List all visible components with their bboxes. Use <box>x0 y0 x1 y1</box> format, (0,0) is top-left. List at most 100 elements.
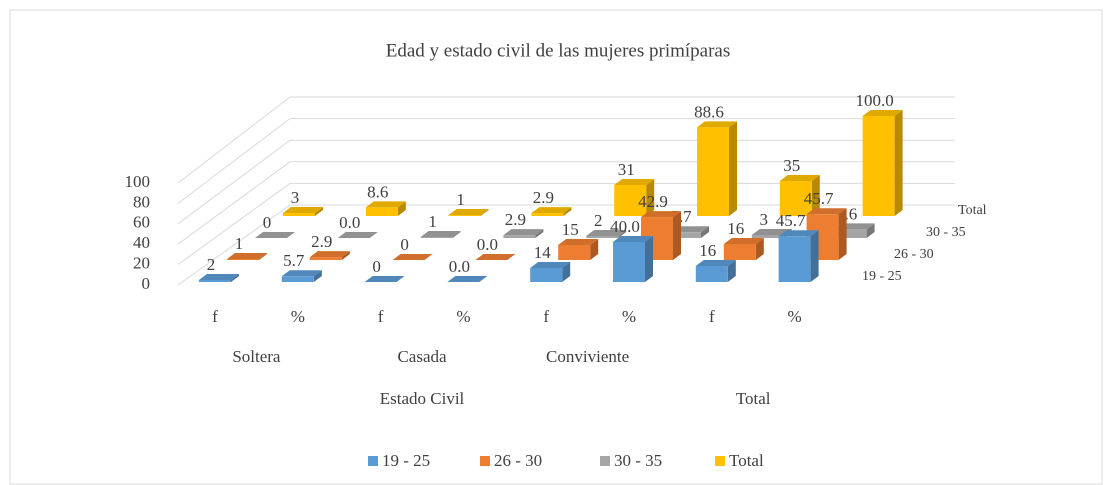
legend-label: 19 - 25 <box>382 451 430 470</box>
bar-side <box>645 236 653 282</box>
bar-top <box>364 276 405 282</box>
data-label: 40.0 <box>610 217 640 236</box>
category-group-label: Total <box>736 389 771 408</box>
grid-line <box>177 96 955 184</box>
x-tick-label: % <box>456 307 470 326</box>
bar-side <box>811 175 820 216</box>
depth-axis-label: Total <box>958 203 987 218</box>
bar-side <box>729 121 737 216</box>
bar-side <box>727 260 736 282</box>
category-group-label: Estado Civil <box>380 389 465 408</box>
bar-top <box>199 274 239 280</box>
bar-front <box>365 207 398 216</box>
bar-front <box>309 257 342 260</box>
x-tick-label: % <box>622 307 636 326</box>
data-label: 3 <box>291 188 300 207</box>
bar-side <box>452 231 461 238</box>
bar-side <box>894 110 903 216</box>
data-label: 0 <box>400 235 409 254</box>
bar-front <box>281 276 314 282</box>
data-label: 15 <box>562 220 579 239</box>
bar <box>199 274 239 282</box>
bar <box>392 254 433 260</box>
bar <box>530 262 571 282</box>
data-label: 1 <box>456 190 465 209</box>
bar-front <box>531 213 564 216</box>
data-label: 0.0 <box>449 257 470 276</box>
bar-top <box>697 121 737 128</box>
bar-front <box>283 213 315 216</box>
data-label: 0.0 <box>339 213 360 232</box>
bar <box>779 175 820 216</box>
bar <box>862 110 903 216</box>
bar <box>558 239 599 260</box>
bar-front <box>227 259 259 260</box>
bar <box>778 230 819 282</box>
data-label: 2 <box>594 211 603 230</box>
bar-top <box>751 229 792 235</box>
bar-side <box>755 238 764 260</box>
y-tick-label: 100 <box>125 172 151 191</box>
bar-top <box>475 254 516 260</box>
bar-top <box>503 229 544 236</box>
bar <box>723 238 764 260</box>
data-label: 2 <box>207 255 216 274</box>
bar-front <box>586 236 619 238</box>
bar-top <box>448 209 489 215</box>
bar-top <box>447 276 488 282</box>
bar-top <box>531 207 572 214</box>
bar-front <box>695 266 728 282</box>
bar-side <box>535 229 544 238</box>
bar <box>447 276 488 282</box>
bar-front <box>834 229 867 238</box>
bar-top <box>392 254 433 260</box>
bar <box>255 232 295 238</box>
category-group-label: Casada <box>397 347 447 366</box>
bar <box>283 207 323 216</box>
y-tick-label: 80 <box>133 192 150 211</box>
bar-side <box>810 230 819 282</box>
chart-border <box>9 9 1103 485</box>
bar-front <box>778 236 811 282</box>
bar <box>503 229 544 238</box>
bar-side <box>259 253 267 260</box>
bar-front <box>530 268 563 282</box>
bar-side <box>701 226 709 238</box>
bar-side <box>315 207 323 216</box>
bar-front <box>199 280 231 282</box>
bar-side <box>480 209 489 216</box>
y-tick-label: 60 <box>133 213 150 232</box>
data-label: 3 <box>760 210 769 229</box>
bar-side <box>618 230 627 238</box>
bar-top <box>723 238 764 244</box>
bar-front <box>503 235 536 238</box>
data-label: 0 <box>372 257 381 276</box>
x-tick-label: % <box>788 307 802 326</box>
bar-front <box>558 245 591 260</box>
bar-front <box>448 215 481 216</box>
bar-top <box>614 179 655 185</box>
data-label: 35 <box>783 156 800 175</box>
data-label: 2.9 <box>533 188 554 207</box>
bar <box>475 254 516 260</box>
x-tick-label: f <box>543 307 549 326</box>
bar-front <box>613 242 645 282</box>
bar-top <box>778 230 819 237</box>
data-label: 8.6 <box>367 182 388 201</box>
bar <box>586 230 627 238</box>
bar-front <box>723 244 756 260</box>
grid-line <box>177 118 955 204</box>
bar-top <box>806 208 847 215</box>
y-tick-label: 40 <box>133 233 150 252</box>
bar-top <box>420 231 461 237</box>
bar-side <box>562 262 571 282</box>
category-group-label: Soltera <box>232 347 281 366</box>
legend-swatch <box>480 456 490 466</box>
bar-top <box>695 260 736 266</box>
depth-axis-label: 26 - 30 <box>894 247 934 262</box>
bar-front <box>862 116 895 216</box>
data-label: 5.7 <box>283 251 305 270</box>
bar <box>309 251 350 260</box>
bar-side <box>231 274 239 282</box>
